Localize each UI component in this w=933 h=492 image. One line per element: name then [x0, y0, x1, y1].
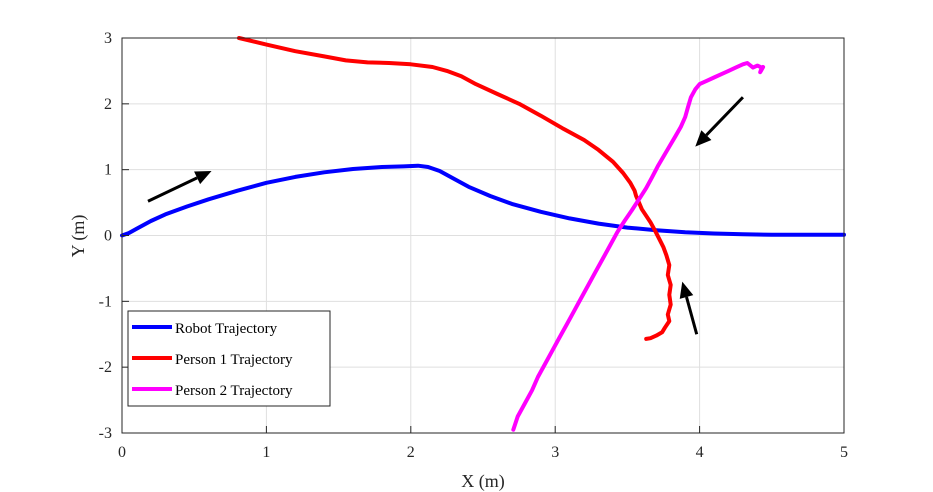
- x-tick-label: 2: [407, 444, 415, 461]
- y-tick-label: -2: [99, 359, 112, 376]
- x-axis-label: X (m): [461, 471, 505, 492]
- arrow-layer: [147, 96, 744, 335]
- y-tick-label: -1: [99, 293, 112, 310]
- y-tick-label: 2: [104, 96, 112, 113]
- direction-arrow-head: [695, 130, 712, 147]
- direction-arrow-shaft: [147, 176, 198, 203]
- direction-arrow-shaft: [705, 96, 744, 137]
- legend-label-person-1: Person 1 Trajectory: [175, 352, 293, 368]
- x-tick-label: 3: [551, 444, 559, 461]
- y-tick-label: 0: [104, 228, 112, 245]
- y-tick-label: 3: [104, 30, 112, 47]
- robot-trajectory-line: [120, 163, 846, 238]
- series-layer: [120, 36, 846, 432]
- direction-arrow-shaft: [685, 296, 699, 335]
- legend-label-person-2: Person 2 Trajectory: [175, 383, 293, 399]
- direction-arrow-head: [194, 170, 212, 185]
- y-tick-label: 1: [104, 162, 112, 179]
- x-tick-label: 5: [840, 444, 848, 461]
- x-tick-label: 4: [696, 444, 704, 461]
- x-tick-label: 1: [262, 444, 270, 461]
- legend-label-robot: Robot Trajectory: [175, 321, 278, 337]
- tick-marks: [121, 37, 845, 434]
- y-tick-label: -3: [99, 425, 112, 442]
- person-2-trajectory-line: [511, 61, 766, 432]
- tick-labels: 0 1 2 3 4 5 -3 -2 -1 0 1 2 3: [99, 30, 848, 461]
- direction-arrow-head: [679, 281, 694, 299]
- x-tick-label: 0: [118, 444, 126, 461]
- y-axis-label: Y (m): [68, 215, 89, 258]
- legend: Robot Trajectory Person 1 Trajectory Per…: [127, 310, 331, 407]
- person-1-trajectory-line: [237, 36, 673, 341]
